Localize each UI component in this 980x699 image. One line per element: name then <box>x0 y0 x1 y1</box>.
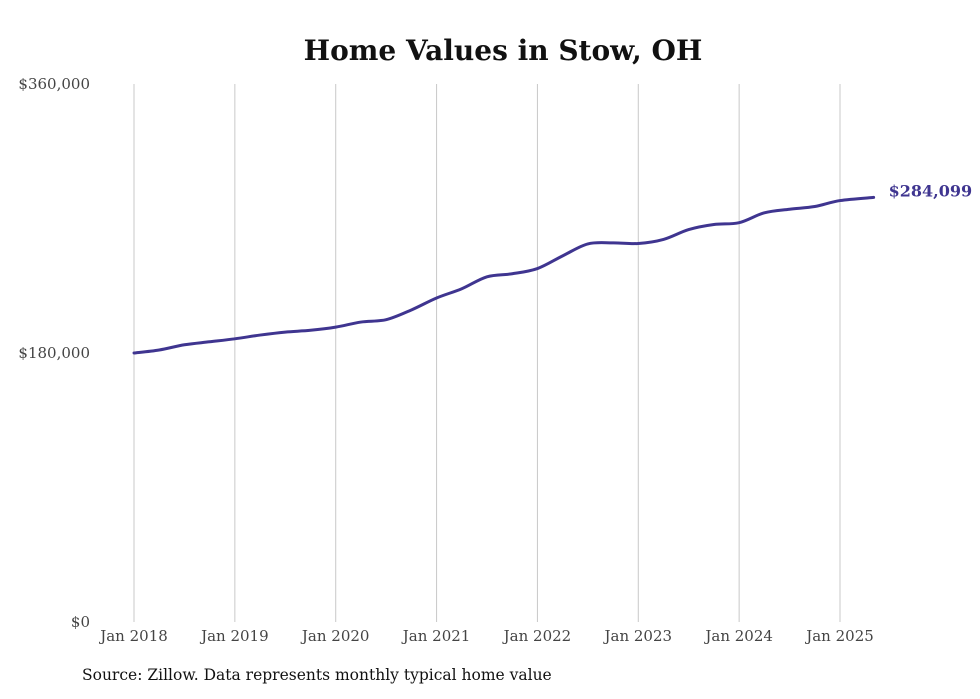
source-note: Source: Zillow. Data represents monthly … <box>82 666 552 684</box>
x-tick-label: Jan 2024 <box>703 627 773 645</box>
grid-lines <box>133 84 841 622</box>
x-axis: Jan 2018 Jan 2019 Jan 2020 Jan 2021 Jan 2022… <box>98 627 874 645</box>
chart-title: Home Values in Stow, OH <box>304 34 703 67</box>
x-tick-label: Jan 2020 <box>300 627 370 645</box>
y-tick-label: $360,000 <box>18 75 90 93</box>
x-tick-label: Jan 2021 <box>401 627 471 645</box>
end-value-label: $284,099 <box>889 181 973 200</box>
y-axis: $0 $180,000 $360,000 <box>18 75 90 631</box>
x-tick-label: Jan 2018 <box>98 627 168 645</box>
y-tick-label: $180,000 <box>18 344 90 362</box>
series-line <box>132 195 876 355</box>
x-tick-label: Jan 2025 <box>804 627 874 645</box>
y-tick-label: $0 <box>71 613 90 631</box>
series-layer: $284,099 <box>132 181 973 355</box>
x-tick-label: Jan 2023 <box>603 627 673 645</box>
x-tick-label: Jan 2019 <box>199 627 269 645</box>
x-tick-label: Jan 2022 <box>502 627 572 645</box>
